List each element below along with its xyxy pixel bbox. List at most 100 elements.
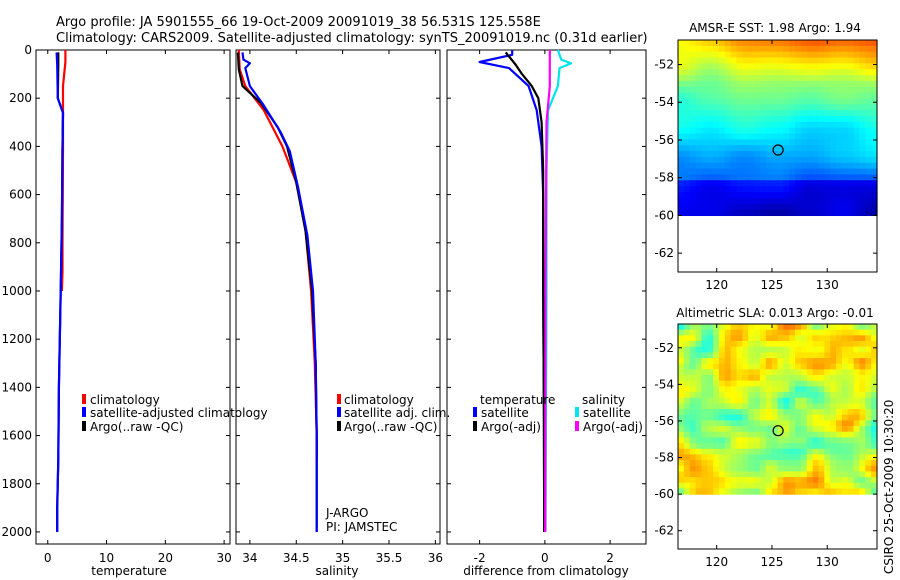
heatmap-cell [678,380,685,387]
heatmap-cell [830,151,837,158]
heatmap-cell [777,477,784,484]
heatmap-cell [730,57,738,64]
heatmap-cell [789,121,796,129]
heatmap-cell [730,346,738,353]
heatmap-cell [730,86,738,94]
heatmap-cell [754,86,761,94]
heatmap-cell [812,203,820,211]
heatmap-cell [830,392,837,399]
x-tick-label: 10 [99,551,114,565]
heatmap-cell [707,121,714,129]
heatmap-cell [730,45,738,53]
heatmap-cell [865,380,872,387]
heatmap-cell [713,471,720,478]
heatmap-cell [841,369,849,376]
heatmap-cell [742,121,749,129]
heatmap-cell [701,471,708,478]
heatmap-cell [871,471,878,478]
heatmap-cell [695,482,703,490]
heatmap-cell [748,369,755,376]
heatmap-cell [754,203,761,211]
heatmap-cell [841,335,849,342]
heatmap-cell [824,426,831,433]
heatmap-cell [847,180,855,187]
heatmap-cell [847,69,855,76]
heatmap-cell [724,98,732,105]
heatmap-cell [795,69,802,76]
heatmap-cell [836,156,843,164]
heatmap-cell [847,174,855,181]
heatmap-cell [759,209,767,217]
heatmap-cell [724,75,732,82]
heatmap-cell [678,197,685,205]
heatmap-cell [754,80,761,88]
heatmap-cell [730,488,738,495]
heatmap-cell [678,180,685,187]
heatmap-cell [777,86,784,94]
heatmap-cell [824,80,831,88]
difference-axis-ticks: -2 0 2 [447,49,646,565]
heatmap-cell [736,335,743,342]
heatmap-cell [765,104,773,111]
heatmap-cell [818,420,825,427]
heatmap-cell [836,63,843,70]
heatmap-cell [748,426,755,433]
heatmap-cell [730,352,738,359]
heatmap-cell [865,443,872,450]
heatmap-cell [830,145,837,152]
heatmap-cell [859,375,866,382]
heatmap-cell [806,51,814,59]
heatmap-cell [742,431,749,439]
heatmap-cell [859,369,866,376]
heatmap-cell [795,471,802,478]
heatmap-cell [683,420,691,427]
heatmap-cell [847,127,855,135]
heatmap-cell [701,63,708,70]
heatmap-cell [707,375,714,382]
heatmap-cell [736,369,743,376]
heatmap-cell [830,139,837,146]
heatmap-cell [795,465,802,473]
heatmap-cell [678,352,685,359]
heatmap-cell [865,471,872,478]
heatmap-cell [800,437,808,444]
heatmap-cell [830,386,837,393]
heatmap-cell [806,133,814,140]
heatmap-cell [865,40,872,47]
heatmap-cell [707,45,714,53]
heatmap-cell [707,168,714,176]
heatmap-cell [806,63,814,70]
heatmap-cell [707,186,714,193]
heatmap-cell [695,209,703,217]
heatmap-cell [871,104,878,111]
heatmap-cell [701,110,708,117]
y-tick-label: 1400 [1,380,32,394]
heatmap-cell [695,168,703,176]
heatmap-cell [683,414,691,421]
heatmap-cell [695,358,703,365]
heatmap-cell [771,209,779,217]
heatmap-cell [742,180,749,187]
heatmap-cell [777,133,784,140]
heatmap-cell [730,431,738,439]
heatmap-cell [724,197,732,205]
heatmap-cell [847,341,855,348]
heatmap-cell [678,369,685,376]
heatmap-cell [718,75,726,82]
heatmap-cell [812,454,820,461]
legend-label-temp-argo: Argo(-adj) [481,420,541,434]
heatmap-cell [718,420,726,427]
heatmap-cell [865,86,872,94]
heatmap-cell [754,57,761,64]
x-tick-label: 2 [606,551,614,565]
difference-legend: temperature salinity satellite Argo(-adj… [473,393,643,434]
heatmap-cell [695,471,703,478]
heatmap-cell [736,186,743,193]
heatmap-cell [789,180,796,187]
heatmap-cell [736,488,743,495]
heatmap-cell [771,397,779,404]
heatmap-cell [718,437,726,444]
heatmap-cell [765,180,773,187]
heatmap-cell [806,75,814,82]
